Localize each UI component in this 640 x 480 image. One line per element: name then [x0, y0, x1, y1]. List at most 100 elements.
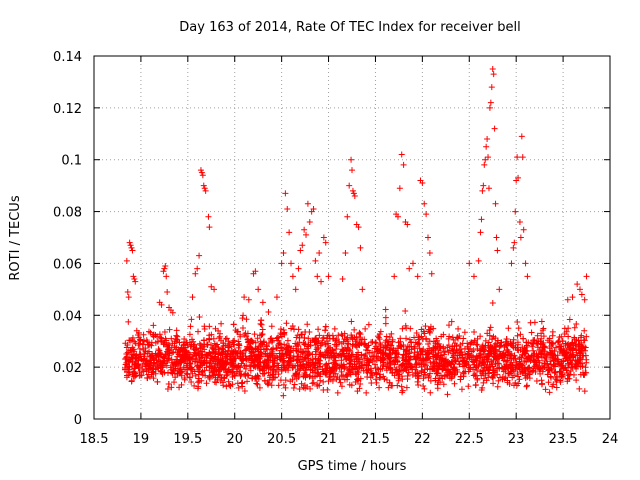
data-point: [340, 347, 347, 354]
data-point: [500, 352, 507, 359]
data-point: [132, 372, 139, 379]
data-point: [573, 349, 580, 356]
data-point: [329, 332, 336, 339]
data-point: [284, 337, 291, 344]
data-point: [289, 362, 296, 369]
data-point: [129, 355, 136, 362]
data-point: [515, 325, 522, 332]
data-point: [362, 325, 369, 332]
data-point: [237, 355, 244, 362]
data-point: [201, 357, 208, 364]
data-point: [483, 356, 490, 363]
data-point: [352, 378, 359, 385]
data-point: [411, 334, 418, 341]
data-point: [135, 332, 141, 339]
data-point: [523, 339, 530, 346]
data-point: [297, 346, 304, 353]
data-point: [325, 340, 332, 347]
data-point: [406, 336, 413, 343]
data-point: [522, 370, 529, 377]
data-point: [467, 364, 474, 371]
data-point: [515, 174, 522, 181]
data-point: [567, 357, 574, 364]
data-point: [421, 371, 428, 378]
data-point: [186, 331, 193, 338]
data-point: [245, 296, 252, 303]
data-point: [192, 358, 199, 365]
x-tick-label: 22.5: [455, 432, 484, 447]
data-point: [304, 200, 311, 207]
data-point: [170, 360, 177, 367]
data-point: [353, 333, 360, 340]
data-point: [141, 350, 148, 357]
data-point: [553, 384, 560, 391]
data-point: [174, 358, 181, 365]
data-point: [363, 343, 370, 350]
data-point: [581, 296, 588, 303]
data-point: [346, 381, 353, 388]
data-point: [200, 343, 207, 350]
data-point: [407, 325, 414, 332]
data-point: [314, 381, 321, 388]
data-point: [269, 337, 276, 344]
data-point: [273, 335, 280, 342]
data-point: [552, 363, 559, 370]
data-point: [316, 250, 323, 257]
data-point: [164, 386, 171, 393]
data-point: [560, 357, 567, 364]
data-point: [436, 361, 443, 368]
data-point: [193, 363, 200, 370]
data-point: [342, 250, 349, 257]
data-point: [136, 345, 143, 352]
data-point: [200, 182, 207, 189]
data-point: [545, 366, 552, 373]
data-point: [501, 343, 508, 350]
data-point: [207, 363, 214, 370]
data-point: [223, 335, 230, 342]
data-point: [402, 307, 409, 314]
data-point: [569, 364, 576, 371]
data-point: [276, 350, 283, 357]
data-point: [228, 368, 235, 375]
data-point: [517, 346, 524, 353]
data-point: [568, 363, 575, 370]
data-point: [239, 315, 246, 322]
data-point: [487, 324, 494, 331]
data-point: [455, 325, 462, 332]
data-point: [471, 337, 478, 344]
data-point: [490, 380, 497, 387]
data-point: [404, 221, 411, 228]
data-point: [575, 337, 582, 344]
data-point: [507, 340, 514, 347]
data-point: [349, 336, 356, 343]
data-point: [480, 379, 487, 386]
data-point: [382, 306, 389, 313]
data-point: [439, 356, 446, 363]
data-point: [523, 383, 530, 390]
data-point: [300, 384, 307, 391]
data-point: [263, 361, 270, 368]
data-point: [419, 357, 426, 364]
data-point: [325, 349, 332, 356]
data-point: [403, 384, 410, 391]
data-point: [164, 348, 171, 355]
data-point: [436, 375, 443, 382]
data-point: [487, 99, 494, 106]
data-point: [350, 190, 357, 197]
data-point: [244, 378, 251, 385]
data-point: [442, 367, 449, 374]
data-point: [471, 328, 478, 335]
data-point: [484, 353, 491, 360]
data-point: [433, 335, 440, 342]
data-point: [196, 368, 203, 375]
data-point: [544, 337, 551, 344]
data-point: [451, 357, 458, 364]
data-point: [126, 358, 133, 365]
data-point: [314, 369, 321, 376]
data-point: [127, 347, 134, 354]
data-point: [140, 346, 147, 353]
data-point: [332, 370, 339, 377]
data-point: [317, 351, 324, 358]
data-point: [558, 347, 565, 354]
data-point: [380, 356, 387, 363]
